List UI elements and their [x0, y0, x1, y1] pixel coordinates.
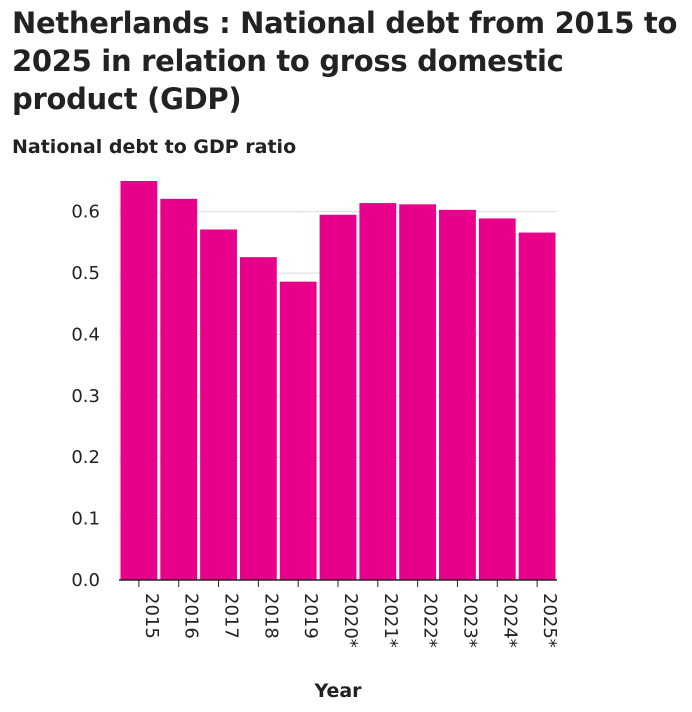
bar [399, 204, 437, 580]
x-tick-label: 2021* [380, 593, 401, 648]
x-tick-label: 2020* [340, 593, 361, 648]
x-tick-label: 2023* [459, 593, 480, 648]
bar [439, 209, 476, 580]
bar [279, 281, 317, 580]
y-tick-label: 0.1 [71, 509, 100, 530]
x-tick-label: 2024* [499, 593, 520, 648]
y-tick-label: 0.6 [71, 202, 100, 223]
y-tick-label: 0.4 [71, 324, 100, 345]
x-tick-label: 2016 [181, 593, 202, 639]
bar [518, 232, 556, 580]
y-axis-ticks: 0.0 0.1 0.2 0.3 0.4 0.5 0.6 [71, 202, 100, 591]
bar [200, 229, 237, 581]
bar [359, 203, 397, 581]
x-tick-label: 2025* [539, 593, 560, 648]
chart-title: Netherlands : National debt from 2015 to… [12, 6, 678, 116]
y-tick-label: 0.2 [71, 447, 100, 468]
y-axis-label: National debt to GDP ratio [12, 136, 297, 158]
x-tick-label: 2018 [260, 593, 281, 639]
y-tick-label: 0.0 [71, 570, 100, 591]
x-tick-label: 2022* [420, 593, 441, 648]
bar [478, 218, 516, 580]
y-tick-label: 0.3 [71, 386, 100, 407]
bar [160, 198, 198, 580]
x-tick-label: 2015 [141, 593, 162, 639]
bar [120, 181, 158, 580]
y-tick-label: 0.5 [71, 263, 100, 284]
x-axis-label: Year [313, 680, 362, 702]
x-tick-label: 2017 [221, 593, 242, 639]
bar [319, 214, 357, 580]
x-axis-ticks: 2015 2016 2017 2018 2019 2020* 2021* 2022* 2023*… [138, 580, 560, 648]
bars [120, 181, 556, 581]
x-tick-label: 2019 [300, 593, 321, 639]
bar [239, 257, 277, 580]
